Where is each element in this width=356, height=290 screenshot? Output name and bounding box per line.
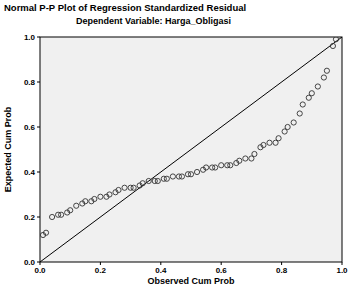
x-tick <box>342 262 343 265</box>
point <box>188 172 193 177</box>
point <box>107 192 112 197</box>
x-tick-label: 1.0 <box>336 266 348 275</box>
point <box>243 156 248 161</box>
subtitle: Dependent Variable: Harga_Obligasi <box>76 16 231 26</box>
point <box>297 111 302 116</box>
title: Normal P-P Plot of Regression Standardiz… <box>4 2 246 13</box>
plot-area <box>40 37 342 262</box>
point <box>276 136 281 141</box>
point <box>267 140 272 145</box>
y-tick-label: 0.6 <box>24 123 36 132</box>
y-tick <box>37 262 40 263</box>
point <box>164 176 169 181</box>
y-tick <box>37 172 40 173</box>
point <box>43 230 48 235</box>
point <box>68 208 73 213</box>
y-tick-label: 1.0 <box>24 33 36 42</box>
point <box>330 43 335 48</box>
x-tick <box>221 262 222 265</box>
point <box>228 163 233 168</box>
point <box>324 68 329 73</box>
point <box>315 84 320 89</box>
x-tick-label: 0.0 <box>34 266 46 275</box>
point <box>252 151 257 156</box>
point <box>170 174 175 179</box>
x-tick-label: 0.2 <box>95 266 107 275</box>
plot-marks <box>40 37 342 262</box>
point <box>179 174 184 179</box>
chart: Normal P-P Plot of Regression Standardiz… <box>0 0 356 290</box>
point <box>92 196 97 201</box>
point <box>146 178 151 183</box>
x-tick-label: 0.8 <box>276 266 288 275</box>
point <box>309 91 314 96</box>
point <box>131 185 136 190</box>
point <box>155 178 160 183</box>
point <box>219 163 224 168</box>
point <box>237 158 242 163</box>
point <box>140 181 145 186</box>
point <box>116 187 121 192</box>
reference-line <box>40 37 342 262</box>
y-tick <box>37 217 40 218</box>
y-tick-label: 0.8 <box>24 78 36 87</box>
x-tick <box>281 262 282 265</box>
point <box>122 185 127 190</box>
x-tick-label: 0.4 <box>155 266 167 275</box>
point <box>291 120 296 125</box>
point <box>300 102 305 107</box>
x-axis-label: Observed Cum Prob <box>147 276 235 286</box>
y-axis-label: Expected Cum Prob <box>3 106 13 192</box>
y-tick-label: 0.0 <box>24 258 36 267</box>
point <box>83 199 88 204</box>
x-tick-label: 0.6 <box>216 266 228 275</box>
point <box>333 37 338 42</box>
point <box>98 194 103 199</box>
x-tick <box>160 262 161 265</box>
y-tick-label: 0.4 <box>24 168 36 177</box>
point <box>213 165 218 170</box>
point <box>74 203 79 208</box>
point <box>285 124 290 129</box>
x-tick <box>100 262 101 265</box>
point <box>49 214 54 219</box>
point <box>204 165 209 170</box>
point <box>59 212 64 217</box>
point <box>321 75 326 80</box>
y-tick <box>37 82 40 83</box>
point <box>194 169 199 174</box>
y-tick <box>37 127 40 128</box>
point <box>261 142 266 147</box>
y-tick-label: 0.2 <box>24 213 36 222</box>
y-tick <box>37 37 40 38</box>
